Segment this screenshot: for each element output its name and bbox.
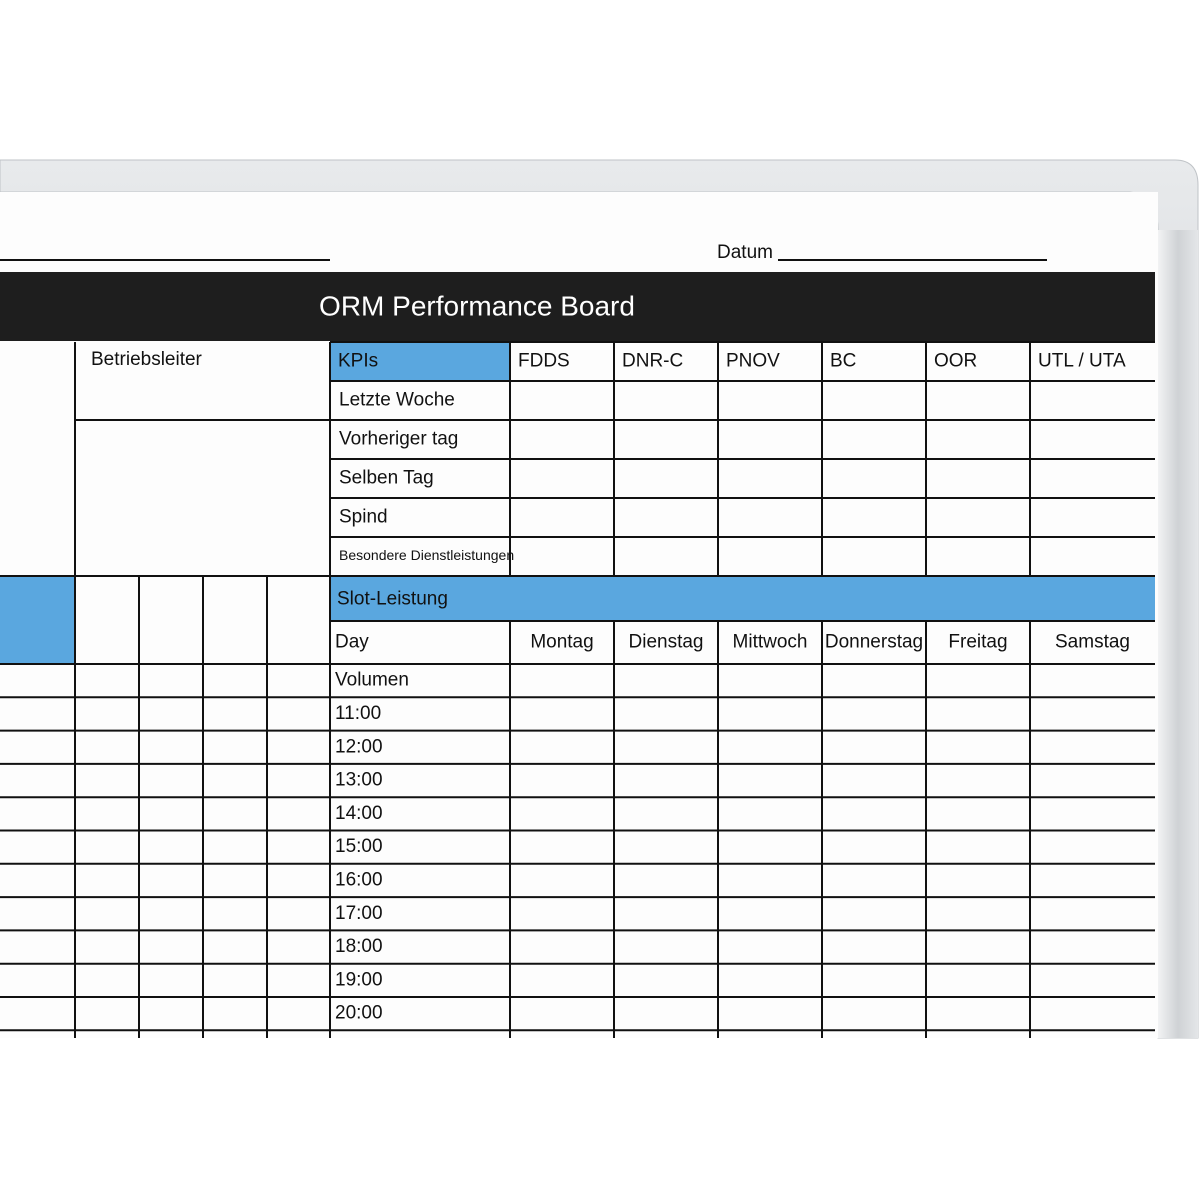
slot-row-label: 14:00 [335,803,383,824]
day-label: Donnerstag [825,632,923,653]
datum-label: Datum [717,242,773,263]
left-band [0,577,75,665]
kpi-row-label: Vorheriger tag [339,429,458,450]
slot-row-label: 16:00 [335,869,383,890]
kpi-row-label: Spind [339,507,388,528]
kpi-column-label: UTL / UTA [1038,351,1126,372]
slot-band [330,577,1155,622]
manager-label: Betriebsleiter [91,349,203,370]
slot-row-label: 20:00 [335,1003,383,1024]
slot-row-label: 18:00 [335,936,383,957]
slot-row-label: 13:00 [335,770,383,791]
slot-row-label: 19:00 [335,969,383,990]
day-label: Dienstag [629,632,704,653]
kpi-column-label: OOR [934,351,977,372]
kpi-column-label: KPIs [338,351,378,372]
slot-row-label: Volumen [335,670,409,691]
kpi-column-label: FDDS [518,351,570,372]
kpi-column-label: BC [830,351,856,372]
kpi-row-label: Letzte Woche [339,390,455,411]
day-label: Day [335,632,369,653]
kpi-row-label: Besondere Dienstleistungen [339,547,514,563]
title-bar [0,272,1155,341]
kpi-header-cell [331,342,510,380]
slot-row-label: 12:00 [335,736,383,757]
kpi-column-label: PNOV [726,351,780,372]
day-label: Samstag [1055,632,1130,653]
kpi-column-label: DNR-C [622,351,683,372]
tables: KPIs FDDS DNR-C PNOV BC OOR UTL / UTA Letzte Wo… [0,341,1155,1038]
slot-row-label: 11:00 [335,703,381,724]
day-label: Montag [530,632,593,653]
kpi-row-label: Selben Tag [339,468,434,489]
slot-row-label: 17:00 [335,903,383,924]
slot-title: Slot-Leistung [337,589,448,610]
board-title: ORM Performance Board [319,290,635,321]
day-label: Freitag [948,632,1007,653]
day-label: Mittwoch [733,632,808,653]
slot-row-label: 15:00 [335,836,383,857]
